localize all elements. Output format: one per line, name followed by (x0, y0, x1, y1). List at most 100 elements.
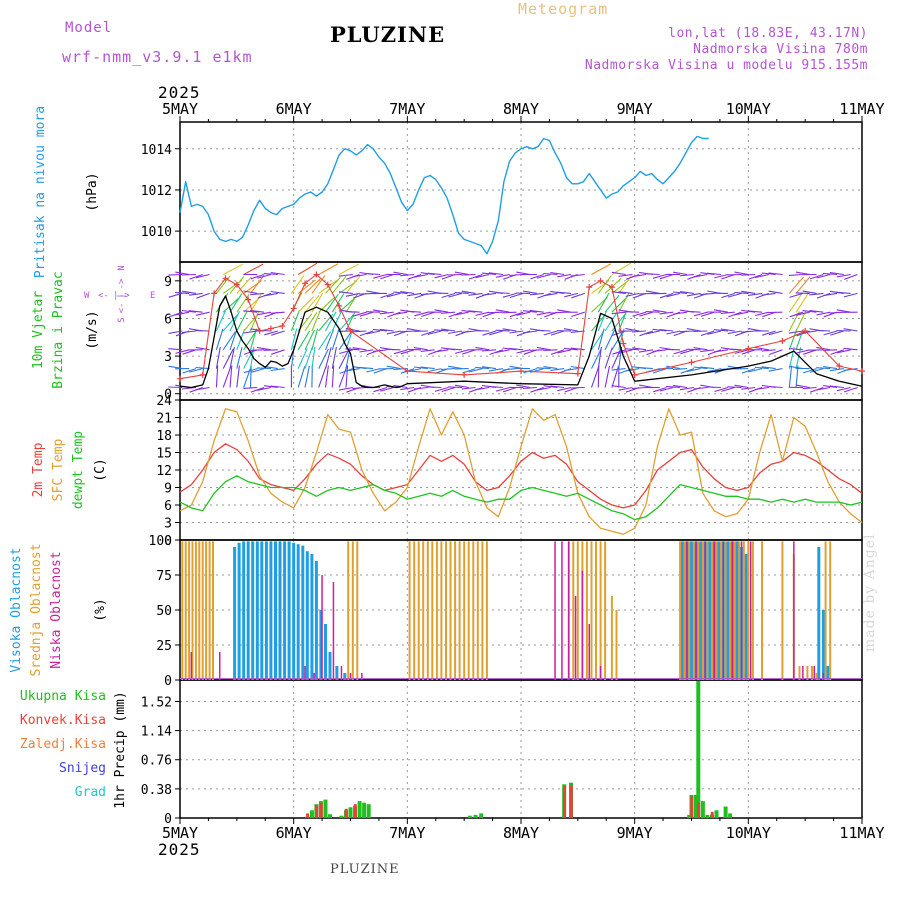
cloud-bar-2 (599, 666, 602, 680)
wind-barb (229, 328, 238, 350)
wind-barb (345, 310, 356, 332)
precip-legend-0: Ukupna Kisa (20, 689, 106, 704)
wind-barb (686, 292, 701, 297)
wind-barb (659, 328, 674, 332)
wind-barb (570, 386, 585, 389)
wind-barb (338, 386, 353, 391)
wind-barb (727, 292, 742, 298)
cloud-bar-2 (581, 570, 584, 680)
y-tick-label: 9 (164, 482, 172, 497)
wind-barb (441, 311, 456, 314)
wind-barb (673, 384, 688, 389)
cloud-bar-2 (695, 541, 697, 680)
cloud-bar-2 (722, 541, 725, 680)
pressure-ylabel: Pritisak na nivou mora (33, 106, 48, 278)
wind-barb (645, 290, 660, 294)
cloud-bar-2 (332, 582, 335, 680)
wind-barb (761, 366, 776, 370)
wind-barb (331, 275, 347, 294)
wind-barb (693, 347, 708, 351)
wind-barb (379, 311, 394, 315)
wind-barb (536, 273, 551, 279)
wind-barb (331, 346, 337, 369)
wind-barb (256, 367, 271, 370)
wind-barb (734, 271, 749, 276)
cloud-bar-1 (751, 541, 754, 680)
wind-barb (713, 329, 728, 332)
wind-barb (495, 292, 510, 294)
wind-barb (324, 365, 329, 388)
wind-unit: (m/s) (85, 310, 100, 349)
wind-barb (229, 310, 240, 332)
wind-barb (816, 311, 831, 316)
wind-barb (338, 263, 359, 275)
wind-barb (243, 290, 258, 294)
wind-barb (380, 386, 394, 392)
wind-barb (795, 349, 810, 354)
cloud-bar-1 (824, 541, 827, 680)
y-tick-label: 1010 (141, 225, 172, 240)
cloud-bar-1 (426, 541, 429, 680)
wind-barb (591, 348, 602, 369)
wind-barb (809, 273, 824, 280)
wind-barb (734, 349, 749, 355)
precip-bar-0 (714, 810, 719, 818)
wind-barb (713, 349, 728, 353)
wind-gust-marker (324, 281, 331, 288)
wind-barb (168, 348, 183, 351)
wind-barb (331, 365, 335, 388)
wind-barb (229, 365, 233, 388)
wind-barb (597, 346, 602, 369)
cloud-bar-1 (729, 541, 732, 680)
cloud-bar-0 (269, 541, 273, 680)
altitude-label: Nadmorska Visina 780m (693, 42, 868, 57)
cloud-bar-2 (686, 541, 688, 680)
wind-barb (189, 273, 203, 280)
wind-gust-marker (245, 296, 252, 303)
cloud-bar-1 (781, 541, 784, 680)
wind-barb (352, 347, 367, 351)
precip-legend-2: Zaledj.Kisa (20, 737, 106, 752)
wind-barb (311, 346, 316, 369)
wind-barb (188, 292, 203, 296)
wind-barb (597, 292, 610, 313)
wind-barb (366, 368, 381, 373)
wind-barb (748, 368, 763, 373)
wind-barb (788, 273, 803, 276)
wind-barb (788, 365, 793, 388)
cloud-bar-2 (304, 666, 306, 680)
wind-barb (263, 273, 278, 276)
wind-barb (482, 272, 497, 276)
wind-barb (727, 386, 742, 389)
wind-barb (297, 296, 315, 313)
wind-barb (243, 331, 257, 351)
y-tick-label: 6 (164, 312, 172, 327)
cloud-bar-0 (314, 561, 318, 680)
wind-barb (761, 349, 776, 352)
cloud-bar-1 (697, 541, 700, 680)
cloud-bar-1 (706, 541, 709, 680)
wind-barb (406, 310, 422, 313)
wind-barb (229, 346, 235, 369)
cloud-bar-0 (821, 610, 825, 680)
y-tick-label: 9 (164, 275, 172, 290)
panel-frame-pressure (179, 121, 863, 263)
cloud-bar-1 (454, 541, 457, 680)
wind-barb (406, 348, 422, 351)
wind-barbs (168, 262, 858, 393)
wind-barb (195, 386, 210, 391)
cloud-bar-0 (699, 541, 703, 680)
wind-barb (324, 329, 335, 351)
wind-barb (427, 272, 442, 276)
wind-barb (741, 349, 756, 355)
wind-barb (195, 346, 210, 351)
wind-barb (529, 292, 544, 296)
precip-bar-1 (353, 804, 357, 818)
cloud-bar-1 (481, 541, 484, 680)
cloud-bar-2 (822, 673, 825, 680)
cloud-bar-1 (463, 541, 466, 680)
wind-barb (461, 386, 476, 390)
wind-barb (802, 386, 817, 390)
compass-e: E (150, 291, 155, 301)
wind-barb (400, 290, 415, 294)
